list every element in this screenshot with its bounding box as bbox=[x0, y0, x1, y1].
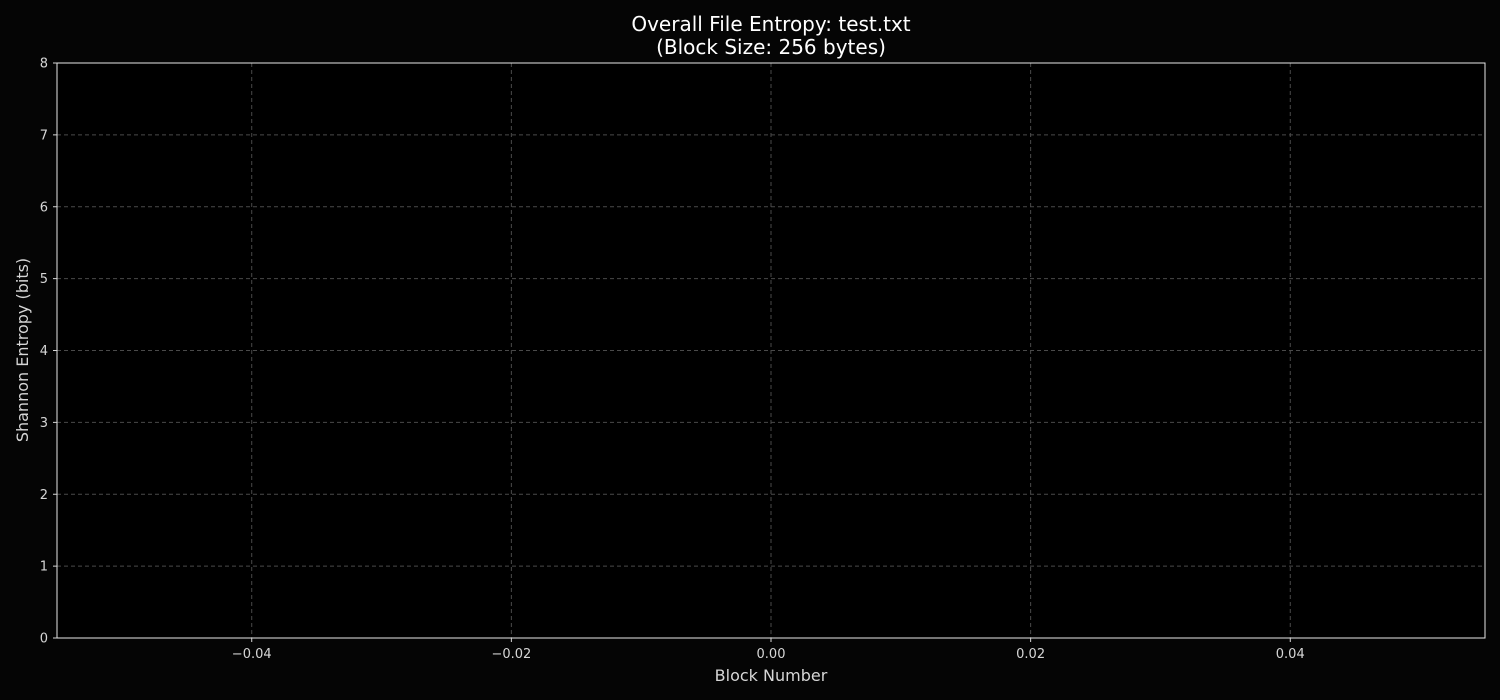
x-tick-label: 0.00 bbox=[757, 647, 786, 662]
x-tick-label: −0.02 bbox=[491, 647, 531, 662]
y-axis-label: Shannon Entropy (bits) bbox=[13, 258, 32, 442]
x-axis-ticks: −0.04 −0.02 0.00 0.02 0.04 bbox=[232, 638, 1305, 662]
x-tick-label: 0.04 bbox=[1276, 647, 1305, 662]
y-tick-label: 7 bbox=[40, 128, 48, 143]
chart-title: Overall File Entropy: test.txt bbox=[631, 12, 910, 36]
x-tick-label: 0.02 bbox=[1016, 647, 1045, 662]
y-tick-label: 3 bbox=[40, 416, 48, 431]
y-tick-label: 2 bbox=[40, 488, 48, 503]
x-tick-label: −0.04 bbox=[232, 647, 272, 662]
y-tick-label: 8 bbox=[40, 57, 48, 72]
chart-subtitle: (Block Size: 256 bytes) bbox=[656, 35, 886, 59]
y-tick-label: 4 bbox=[40, 344, 48, 359]
y-tick-label: 5 bbox=[40, 272, 48, 287]
y-tick-label: 1 bbox=[40, 560, 48, 575]
y-gridlines bbox=[57, 134, 1485, 567]
y-axis-ticks: 0 1 2 3 4 5 6 7 8 bbox=[40, 57, 57, 647]
y-tick-label: 6 bbox=[40, 200, 48, 215]
y-tick-label: 0 bbox=[40, 632, 48, 647]
x-axis-label: Block Number bbox=[715, 666, 828, 685]
